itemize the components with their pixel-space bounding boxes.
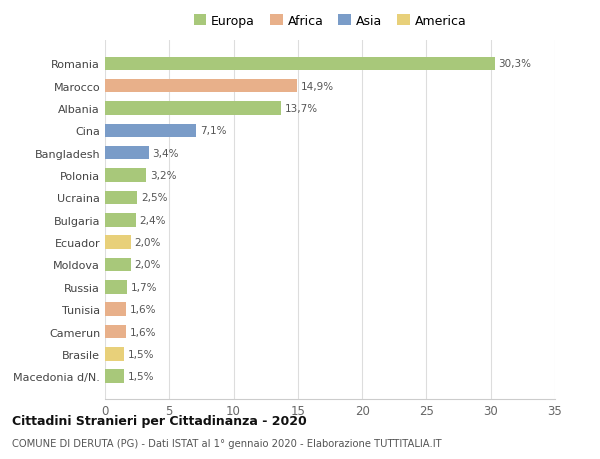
Bar	[105, 169, 146, 182]
Bar	[105, 325, 125, 338]
Bar	[105, 213, 136, 227]
Bar	[105, 57, 494, 71]
Bar	[105, 191, 137, 205]
Bar	[105, 347, 124, 361]
Text: COMUNE DI DERUTA (PG) - Dati ISTAT al 1° gennaio 2020 - Elaborazione TUTTITALIA.: COMUNE DI DERUTA (PG) - Dati ISTAT al 1°…	[12, 438, 442, 448]
Text: 13,7%: 13,7%	[285, 104, 318, 114]
Bar	[105, 303, 125, 316]
Bar	[105, 280, 127, 294]
Legend: Europa, Africa, Asia, America: Europa, Africa, Asia, America	[194, 15, 466, 28]
Text: 14,9%: 14,9%	[301, 82, 334, 91]
Bar	[105, 369, 124, 383]
Text: 2,0%: 2,0%	[134, 260, 161, 270]
Text: 1,5%: 1,5%	[128, 349, 155, 359]
Bar	[105, 258, 131, 272]
Bar	[105, 147, 149, 160]
Text: 7,1%: 7,1%	[200, 126, 227, 136]
Bar	[105, 102, 281, 116]
Bar	[105, 236, 131, 249]
Text: 3,4%: 3,4%	[152, 148, 179, 158]
Text: 1,6%: 1,6%	[130, 327, 156, 337]
Text: 30,3%: 30,3%	[499, 59, 532, 69]
Text: 1,5%: 1,5%	[128, 371, 155, 381]
Text: 2,0%: 2,0%	[134, 238, 161, 247]
Text: 2,4%: 2,4%	[140, 215, 166, 225]
Text: 1,7%: 1,7%	[131, 282, 157, 292]
Text: 2,5%: 2,5%	[141, 193, 167, 203]
Text: 1,6%: 1,6%	[130, 304, 156, 314]
Text: Cittadini Stranieri per Cittadinanza - 2020: Cittadini Stranieri per Cittadinanza - 2…	[12, 414, 307, 428]
Text: 3,2%: 3,2%	[150, 171, 176, 181]
Bar	[105, 124, 196, 138]
Bar	[105, 80, 296, 93]
